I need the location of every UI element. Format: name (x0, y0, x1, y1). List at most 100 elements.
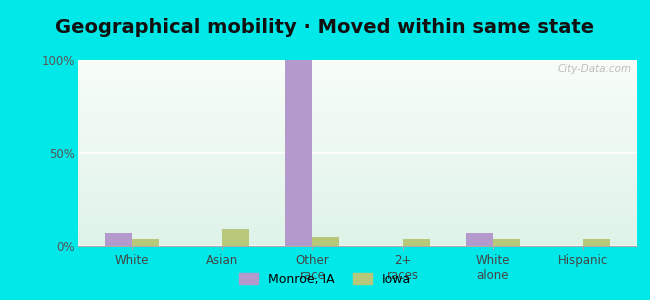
Bar (285, 60, 313, 246)
Bar (78, 177, 637, 178)
Bar (78, 167, 637, 168)
Bar (78, 209, 637, 210)
Bar (78, 210, 637, 211)
Bar (78, 126, 637, 127)
Bar (78, 69, 637, 70)
Bar (78, 136, 637, 137)
Bar (78, 89, 637, 90)
Bar (78, 142, 637, 143)
Bar (78, 238, 637, 239)
Bar (78, 71, 637, 72)
Bar (78, 79, 637, 80)
Bar (78, 208, 637, 209)
Bar (78, 199, 637, 200)
Bar (78, 173, 637, 174)
Bar (78, 192, 637, 193)
Bar (78, 195, 637, 196)
Bar (78, 188, 637, 189)
Bar (78, 147, 637, 148)
Bar (78, 138, 637, 139)
Bar (78, 96, 637, 97)
Bar (78, 88, 637, 89)
Bar (78, 122, 637, 123)
Bar (78, 104, 637, 105)
Bar (78, 184, 637, 185)
Bar (78, 72, 637, 73)
Bar (78, 229, 637, 230)
Bar (78, 90, 637, 91)
Bar (78, 231, 637, 232)
Bar (78, 234, 637, 235)
Bar (78, 129, 637, 130)
Bar (78, 106, 637, 107)
Bar (78, 158, 637, 159)
Bar (78, 217, 637, 218)
Bar (78, 97, 637, 98)
Bar (78, 189, 637, 190)
Bar (78, 85, 637, 86)
Bar (78, 109, 637, 110)
Bar (78, 194, 637, 195)
Bar (78, 244, 637, 245)
Bar (78, 78, 637, 79)
Bar (78, 198, 637, 199)
Bar (78, 226, 637, 227)
Bar (78, 81, 637, 82)
Bar (78, 64, 637, 66)
Bar (78, 111, 637, 112)
Bar (313, 237, 339, 246)
Bar (78, 60, 637, 61)
Bar (78, 117, 637, 118)
Bar (78, 74, 637, 75)
Bar (78, 168, 637, 169)
Bar (493, 238, 520, 246)
Bar (78, 84, 637, 85)
Bar (78, 178, 637, 179)
Bar (78, 108, 637, 109)
Bar (78, 212, 637, 214)
Bar (78, 223, 637, 224)
Bar (78, 218, 637, 219)
Bar (78, 180, 637, 181)
Bar (78, 141, 637, 142)
Bar (78, 240, 637, 241)
Bar (78, 107, 637, 108)
Bar (78, 156, 637, 157)
Bar (78, 68, 637, 69)
Bar (78, 148, 637, 149)
Bar (78, 77, 637, 78)
Bar (78, 201, 637, 202)
Bar (78, 222, 637, 223)
Bar (78, 187, 637, 188)
Bar (78, 99, 637, 100)
Bar (78, 125, 637, 126)
Bar (78, 206, 637, 207)
Bar (78, 214, 637, 215)
Bar (132, 238, 159, 246)
Bar (78, 179, 637, 180)
Bar (78, 203, 637, 204)
Bar (78, 200, 637, 201)
Legend: Monroe, IA, Iowa: Monroe, IA, Iowa (234, 268, 416, 291)
Bar (78, 161, 637, 162)
Bar (78, 119, 637, 120)
Bar (78, 153, 637, 154)
Bar (78, 242, 637, 243)
Bar (78, 176, 637, 177)
Bar (78, 135, 637, 136)
Bar (78, 232, 637, 233)
Bar (78, 118, 637, 119)
Bar (78, 102, 637, 103)
Bar (78, 66, 637, 67)
Bar (78, 94, 637, 95)
Bar (78, 236, 637, 237)
Bar (78, 160, 637, 161)
Bar (78, 155, 637, 156)
Bar (78, 205, 637, 206)
Bar (78, 159, 637, 160)
Bar (78, 143, 637, 144)
Bar (78, 183, 637, 184)
Bar (78, 185, 637, 187)
Bar (222, 229, 250, 246)
Bar (78, 197, 637, 198)
